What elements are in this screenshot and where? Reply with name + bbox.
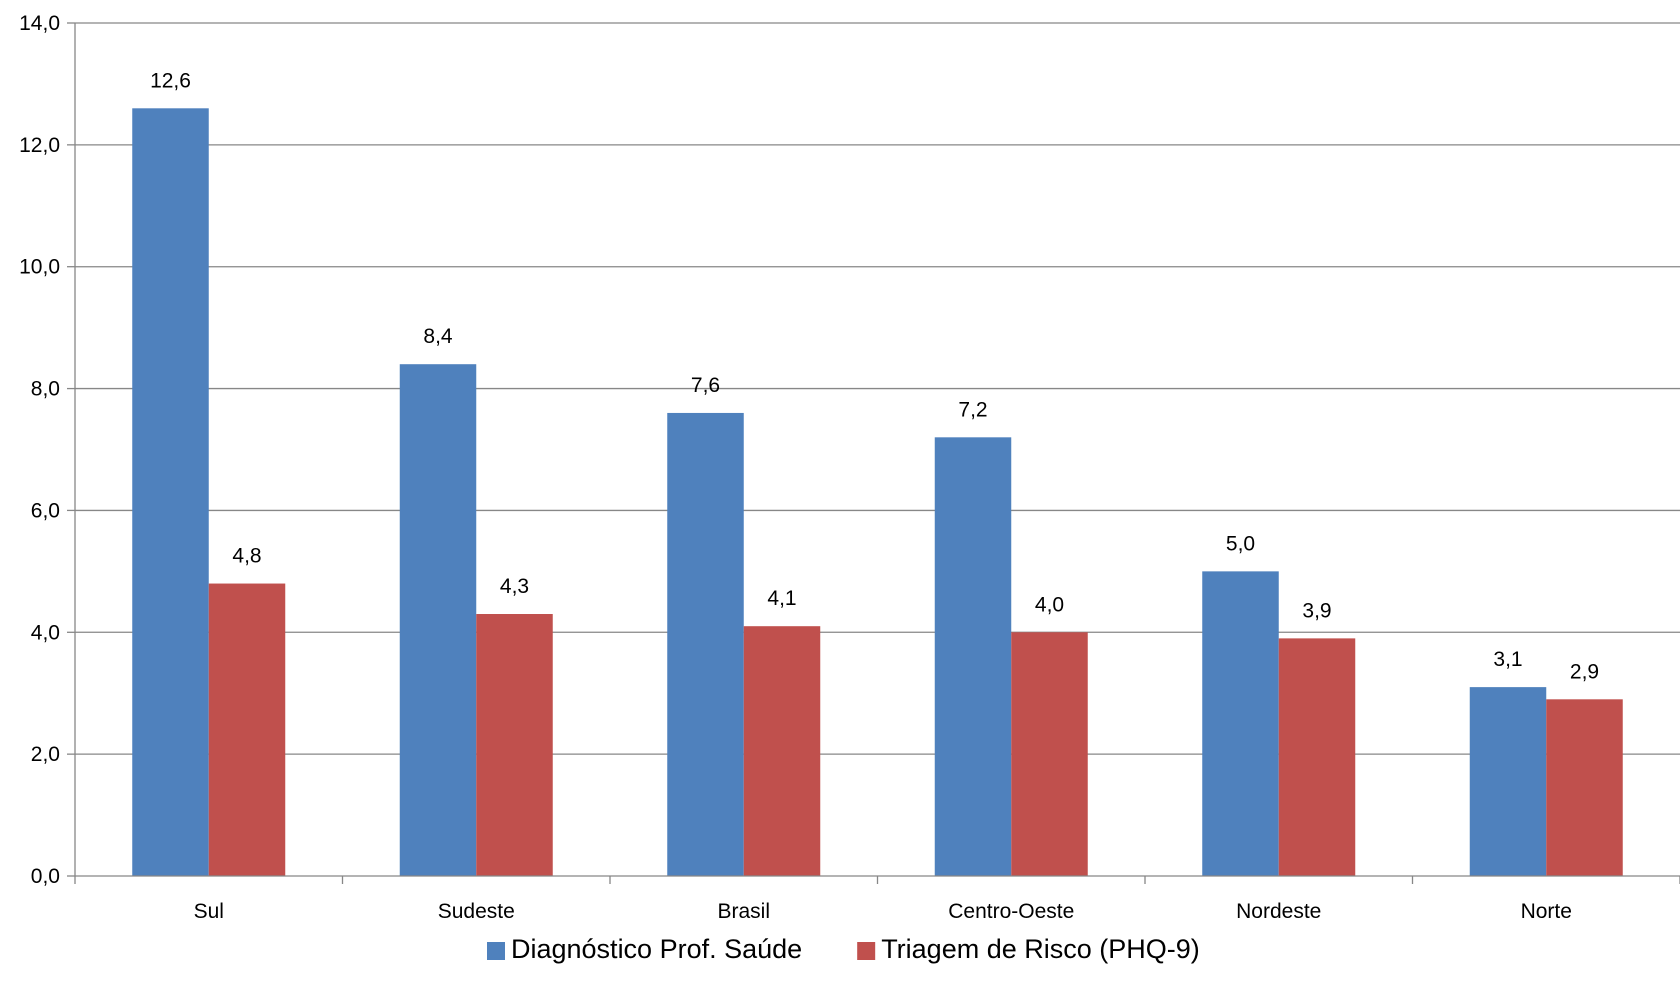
data-label: 4,1 <box>767 587 796 610</box>
data-label: 4,8 <box>232 545 261 568</box>
bar <box>1202 571 1279 876</box>
x-category-label: Nordeste <box>1236 900 1321 923</box>
legend-label: Diagnóstico Prof. Saúde <box>511 934 802 964</box>
gridlines <box>75 22 1680 755</box>
x-category-label: Brasil <box>717 900 770 923</box>
bar <box>399 364 477 876</box>
data-label: 7,6 <box>691 374 720 397</box>
bar <box>1011 632 1088 876</box>
legend: Diagnóstico Prof. Saúde Triagem de Risco … <box>487 934 1200 964</box>
bar <box>1278 638 1356 876</box>
data-label: 2,9 <box>1570 660 1599 683</box>
data-label: 8,4 <box>423 325 453 348</box>
bar <box>208 583 286 876</box>
legend-swatch <box>487 942 505 960</box>
x-category-label: Sudeste <box>438 900 515 923</box>
data-label: 3,9 <box>1302 599 1331 622</box>
y-tick-label: 8,0 <box>31 378 60 401</box>
x-category-label: Norte <box>1521 900 1572 923</box>
y-tick-label: 14,0 <box>19 12 60 35</box>
bar <box>476 614 553 876</box>
data-label: 12,6 <box>150 69 191 92</box>
legend-label: Triagem de Risco (PHQ-9) <box>881 934 1200 964</box>
y-tick-label: 6,0 <box>31 499 60 522</box>
data-label: 3,1 <box>1493 648 1522 671</box>
bar <box>667 412 744 876</box>
y-tick-label: 12,0 <box>19 134 60 157</box>
axes: 0,0 2,0 4,0 6,0 8,0 10,0 12,0 14,0 Sul Sudeste Bra… <box>19 12 1680 923</box>
legend-swatch <box>857 942 876 960</box>
data-label: 4,3 <box>500 575 529 598</box>
data-labels: 12,6 4,8 8,4 4,3 7,6 4,1 7,2 4,0 5,0 3,9 3,1 2,9 <box>150 69 1599 683</box>
data-label: 7,2 <box>958 398 987 421</box>
bar <box>1469 687 1547 876</box>
bar <box>934 437 1012 876</box>
bar <box>132 108 209 877</box>
y-tick-label: 2,0 <box>31 743 60 766</box>
data-label: 4,0 <box>1035 593 1064 616</box>
bar <box>743 626 821 876</box>
y-tick-label: 10,0 <box>19 256 60 279</box>
y-tick-label: 4,0 <box>31 621 60 644</box>
x-category-label: Centro-Oeste <box>948 900 1074 923</box>
bars <box>132 108 1623 877</box>
x-category-label: Sul <box>194 900 224 923</box>
data-label: 5,0 <box>1226 532 1255 555</box>
y-tick-label: 0,0 <box>31 865 60 888</box>
bar <box>1546 699 1623 876</box>
